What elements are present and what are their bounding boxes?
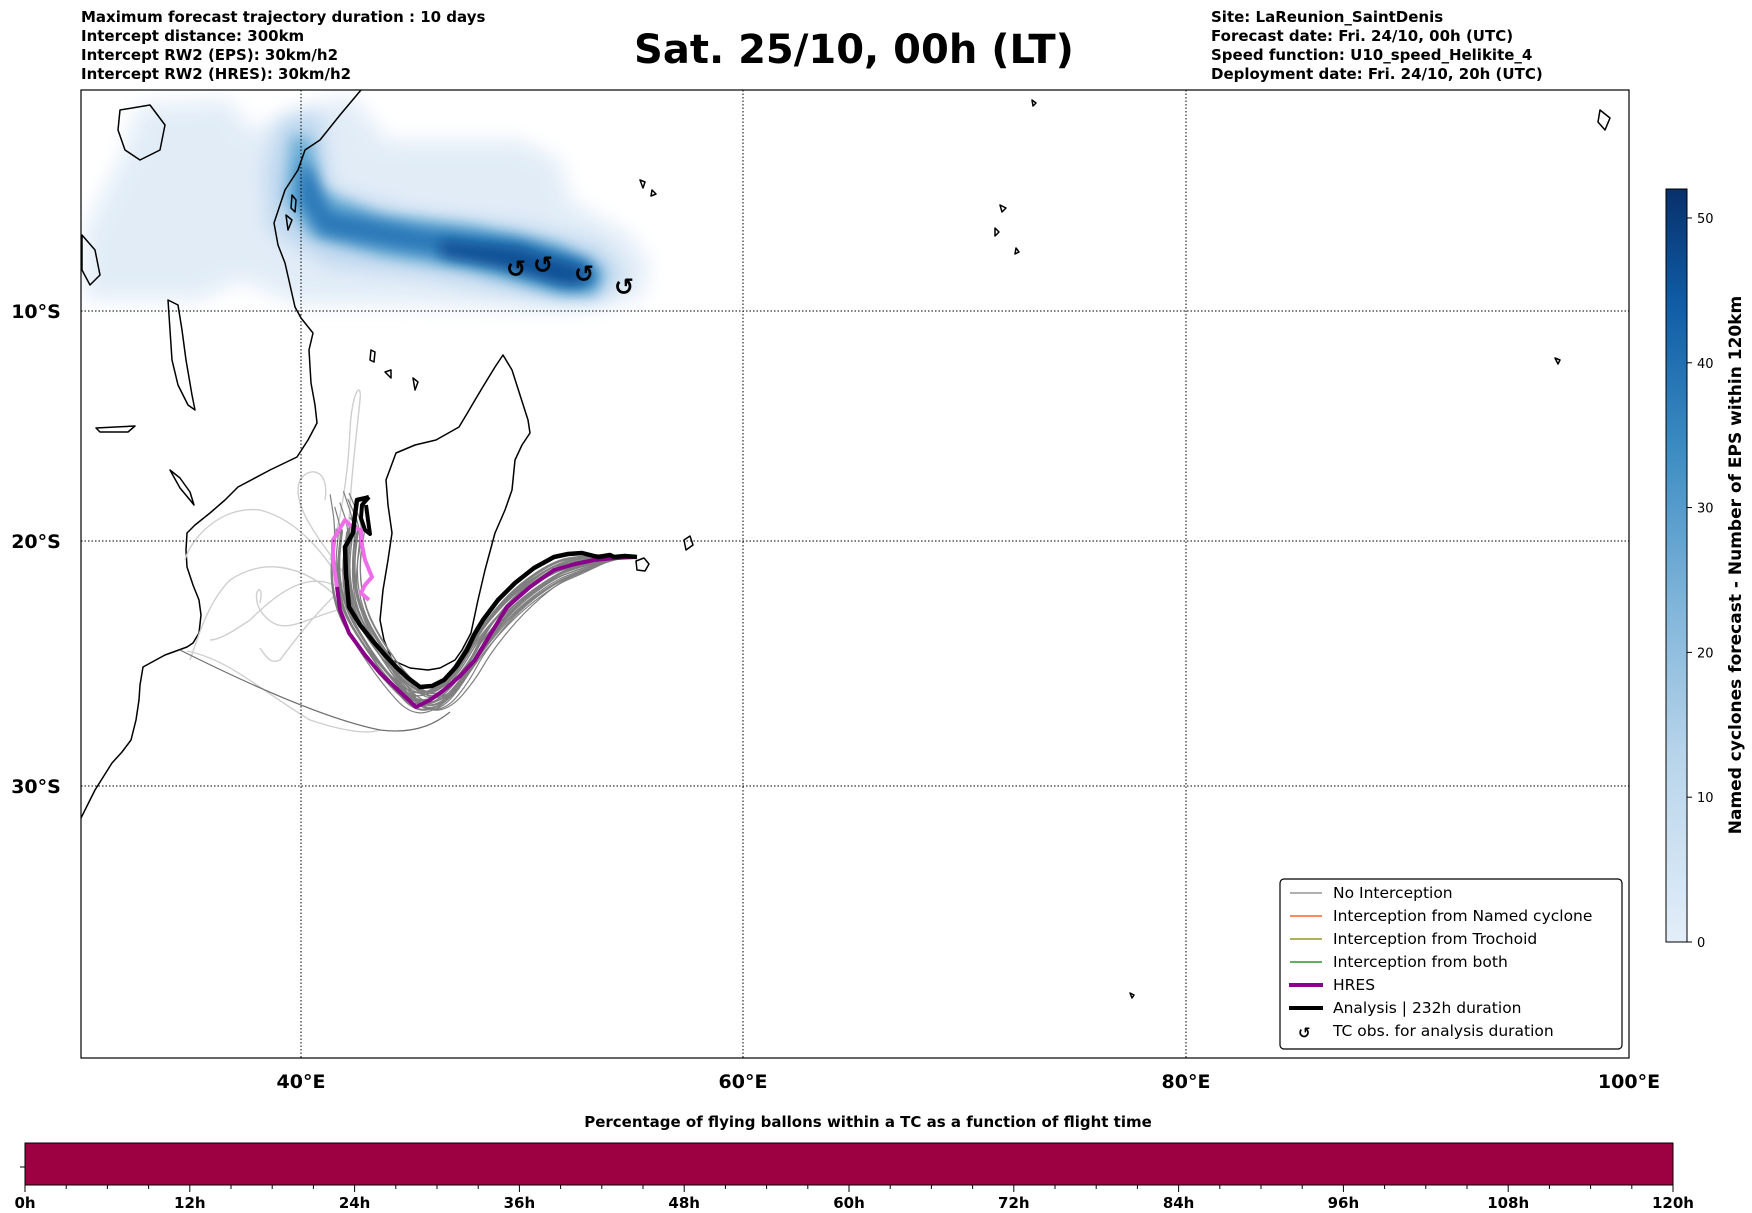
colorbar-label: Named cyclones forecast - Number of EPS … (1726, 296, 1746, 835)
intercept-eps-text: Intercept RW2 (EPS): 30km/h2 (81, 46, 338, 64)
colorbar-tick-label: 10 (1697, 791, 1714, 806)
lake-malawi (169, 469, 195, 506)
legend: No Interception Interception from Named … (1279, 878, 1623, 1050)
map-area[interactable]: ↺ ↺ ↺ ↺ (80, 90, 1629, 1058)
colorbar-tick-label: 30 (1697, 502, 1714, 517)
analysis-trajectory (342, 494, 638, 690)
trajectory-line (347, 526, 638, 706)
time-bar-title: Percentage of flying ballons within a TC… (584, 1113, 1152, 1131)
colorbar-tick-label: 0 (1697, 936, 1705, 951)
colorbar-gradient (1665, 188, 1688, 943)
lon-label: 40°E (277, 1071, 326, 1093)
lake-mweru (95, 425, 136, 433)
trajectory-line (259, 594, 336, 662)
longitude-labels: 40°E 60°E 80°E 100°E (277, 1071, 1661, 1093)
trajectory-line (184, 508, 346, 591)
max-duration-text: Maximum forecast trajectory duration : 1… (81, 8, 485, 26)
time-tick-label: 120h (1652, 1194, 1694, 1212)
trajectory-line (342, 532, 638, 705)
trajectory-line (297, 471, 346, 576)
early-trajectories (184, 389, 381, 733)
analysis-trajectory-loop (359, 495, 372, 536)
trajectory-line (189, 566, 341, 661)
gridlines (81, 90, 1629, 1058)
legend-label-no-interception: No Interception (1333, 884, 1453, 902)
header-left-info: Maximum forecast trajectory duration : 1… (81, 8, 485, 83)
page-title: Sat. 25/10, 00h (LT) (634, 27, 1074, 73)
speed-function-text: Speed function: U10_speed_Helikite_4 (1211, 46, 1532, 64)
time-tick-label: 36h (504, 1194, 536, 1212)
legend-label-named-cyclone: Interception from Named cyclone (1333, 907, 1592, 925)
lon-label: 80°E (1162, 1071, 1211, 1093)
header-right-info: Site: LaReunion_SaintDenis Forecast date… (1211, 8, 1543, 83)
lon-label: 100°E (1598, 1071, 1660, 1093)
lat-label: 10°S (11, 301, 61, 323)
cyclone-density-field (85, 95, 650, 310)
legend-label-analysis: Analysis | 232h duration (1333, 999, 1522, 1017)
time-tick-label: 84h (1163, 1194, 1195, 1212)
trajectory-line (209, 580, 341, 641)
reunion-coastline (635, 557, 650, 572)
trajectory-line (186, 650, 381, 733)
trajectory-line (179, 649, 451, 732)
colorbar-tick-label: 40 (1697, 357, 1714, 372)
colorbar-tick-label: 20 (1697, 646, 1714, 661)
time-tick-label: 24h (339, 1194, 371, 1212)
legend-label-trochoid: Interception from Trochoid (1333, 930, 1537, 948)
time-tick-label: 96h (1328, 1194, 1360, 1212)
tc-obs-icon: ↺ (574, 260, 594, 288)
time-tick-label: 0h (14, 1194, 35, 1212)
time-tick-label: 72h (998, 1194, 1030, 1212)
site-text: Site: LaReunion_SaintDenis (1211, 8, 1443, 26)
colorbar-tick-label: 50 (1697, 212, 1714, 227)
tc-obs-icon: ↺ (506, 255, 526, 283)
zanzibar-islands (285, 194, 297, 231)
lon-label: 60°E (719, 1071, 768, 1093)
legend-label-both: Interception from both (1333, 953, 1508, 971)
coastlines (81, 90, 1611, 999)
hres-trajectory (335, 555, 638, 709)
map-frame (80, 89, 1630, 1059)
time-tick-label: 60h (833, 1194, 865, 1212)
madagascar-coastline (379, 354, 531, 671)
latitude-labels: 10°S 20°S 30°S (11, 301, 61, 798)
tc-observations: ↺ ↺ ↺ ↺ (506, 251, 634, 301)
intercept-hres-text: Intercept RW2 (HRES): 30km/h2 (81, 65, 351, 83)
lake-victoria (117, 104, 166, 161)
lat-label: 30°S (11, 776, 61, 798)
time-bar-fill (24, 1142, 1674, 1186)
tc-obs-icon: ↺ (533, 251, 553, 279)
time-tick-label: 48h (668, 1194, 700, 1212)
time-tick-label: 108h (1487, 1194, 1529, 1212)
africa-coastline (81, 90, 362, 820)
forecast-date-text: Forecast date: Fri. 24/10, 00h (UTC) (1211, 27, 1513, 45)
comoros-islands (369, 349, 419, 391)
legend-label-hres: HRES (1333, 976, 1375, 994)
legend-label-tc-obs: TC obs. for analysis duration (1332, 1022, 1554, 1040)
mauritius-coastline (683, 535, 694, 551)
far-east-islands (1031, 99, 1611, 999)
seychelles-islands (639, 179, 1020, 255)
density-colorbar: 0 10 20 30 40 50 Named cyclones forecast - Nu… (1665, 188, 1746, 951)
lat-label: 20°S (11, 531, 61, 553)
tc-obs-legend-icon: ↺ (1298, 1024, 1311, 1042)
trajectory-line (329, 389, 361, 581)
tc-obs-icon: ↺ (614, 273, 634, 301)
lake-kivu (81, 234, 101, 286)
time-tick-label: 12h (174, 1194, 206, 1212)
lake-tanganyika (167, 299, 196, 411)
hres-trajectory-early (331, 518, 374, 602)
deployment-date-text: Deployment date: Fri. 24/10, 20h (UTC) (1211, 65, 1543, 83)
intercept-distance-text: Intercept distance: 300km (81, 27, 304, 45)
time-percentage-bar: Percentage of flying ballons within a TC… (14, 1113, 1694, 1212)
